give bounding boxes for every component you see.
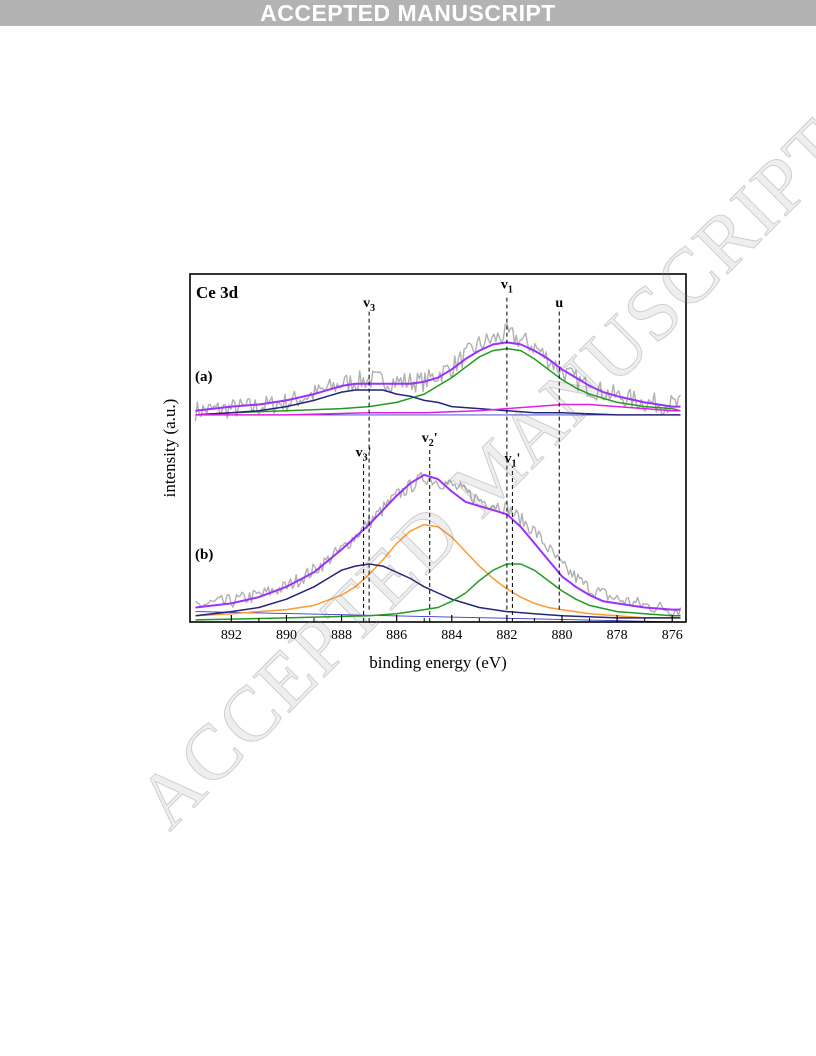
x-tick-label-1: 890 [276,628,297,643]
chart-title: Ce 3d [196,283,239,302]
plot-frame [189,273,687,623]
panel-a-component-line-3 [195,389,681,416]
panel-b-baseline-line-1 [195,611,681,623]
panel-a-envelope-line-5 [195,341,681,412]
x-tick-label-3: 886 [386,628,407,643]
x-tick-label-8: 876 [662,628,683,643]
panel-label-b: (b) [195,547,213,563]
x-axis: 892 890 888 886 884 882 880 878 876 [221,615,683,643]
x-axis-label: binding energy (eV) [369,653,507,672]
peak-marker-label-2: u [555,296,563,311]
panel-b-component-line-2 [195,523,681,619]
panel-b-component-line-3 [195,563,681,619]
panel-b-raw-line-0 [195,471,682,617]
peak-marker-label-3: v3' [356,445,372,463]
panel-b-envelope-line-5 [195,473,681,611]
x-tick-label-4: 884 [441,628,462,643]
x-tick-label-7: 878 [607,628,628,643]
peak-marker-label-5: v1' [504,452,520,470]
x-tick-label-5: 882 [496,628,517,643]
panel-a-raw-line-0 [194,323,682,422]
ce3d-xps-figure: v3 v1 u v3' v2' v1' 892 890 888 886 884 882 880 878 8… [150,266,700,676]
accepted-manuscript-banner: ACCEPTED MANUSCRIPT [0,0,816,26]
chart-background [150,266,700,676]
peak-marker-label-4: v2' [422,431,438,449]
panel-label-a: (a) [195,369,213,385]
x-tick-label-0: 892 [221,628,242,643]
y-axis-label: intensity (a.u.) [160,399,179,498]
x-tick-label-2: 888 [331,628,352,643]
panel-a-component-line-2 [195,347,681,416]
x-tick-label-6: 880 [552,628,573,643]
